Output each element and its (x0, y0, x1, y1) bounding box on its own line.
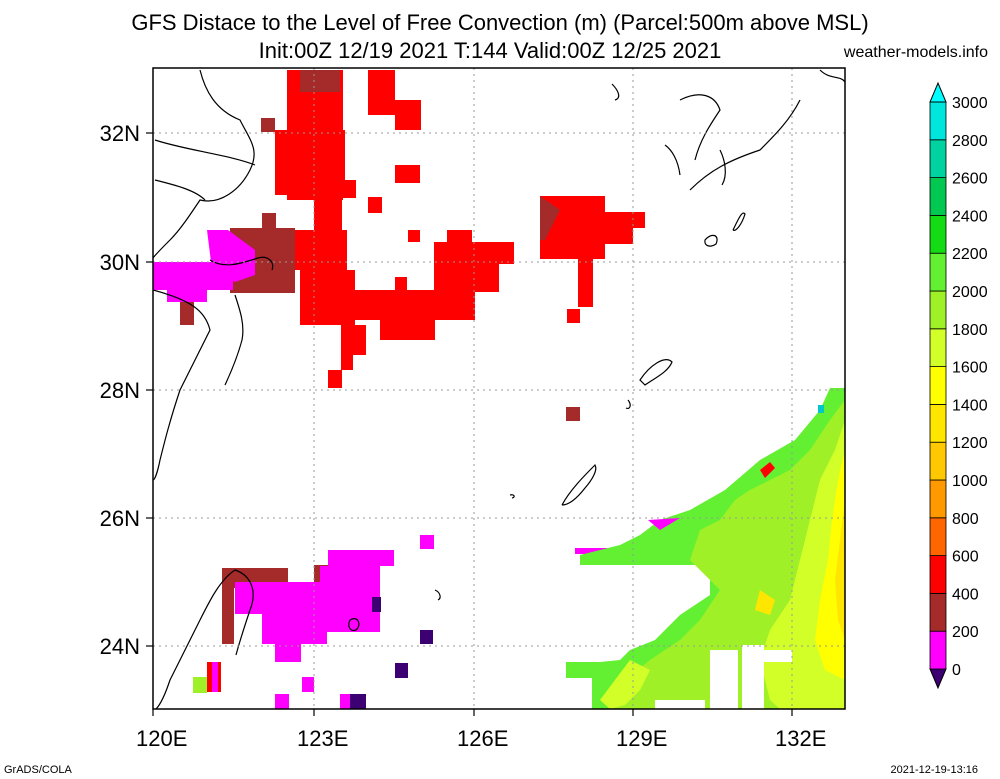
colorbar-swatch (929, 252, 947, 292)
lon-label: 132E (775, 726, 826, 751)
axis-ticks (146, 132, 793, 716)
colorbar-label: 1800 (952, 322, 988, 339)
lat-label: 26N (100, 506, 140, 531)
lfc-region-400-600 (275, 70, 645, 388)
graticule (153, 68, 845, 709)
colorbar-swatch (929, 517, 947, 556)
colorbar-label: 1400 (952, 397, 988, 414)
colorbar-label: 600 (952, 549, 979, 566)
colorbar-arrow-high (929, 81, 947, 103)
lfc-shading (153, 70, 845, 709)
colorbar-label: 3000 (952, 95, 988, 112)
colorbar-swatch (929, 630, 947, 670)
colorbar-swatch (929, 101, 947, 141)
footer-timestamp: 2021-12-19-13:16 (890, 764, 978, 776)
lon-label: 123E (297, 726, 348, 751)
coastlines (153, 69, 845, 709)
colorbar-swatch (929, 366, 947, 405)
lat-label: 24N (100, 634, 140, 659)
colorbar-swatch (929, 441, 947, 481)
colorbar-swatch (929, 403, 947, 443)
colorbar-label: 2600 (952, 171, 988, 188)
lon-label: 129E (616, 726, 667, 751)
colorbar-label: 2200 (952, 246, 988, 263)
colorbar-label: 2000 (952, 284, 988, 301)
colorbar-label: 400 (952, 586, 979, 603)
colorbar-swatch (929, 555, 947, 594)
lat-label: 32N (100, 121, 140, 146)
colorbar-label: 2400 (952, 208, 988, 225)
colorbar-label: 200 (952, 624, 979, 641)
map-subtitle: Init:00Z 12/19 2021 T:144 Valid:00Z 12/2… (258, 38, 722, 63)
colorbar-swatch (929, 593, 947, 632)
map-frame (152, 67, 846, 710)
colorbar-swatch (929, 214, 947, 254)
colorbar-label: 800 (952, 511, 979, 528)
colorbar-label: 1200 (952, 435, 988, 452)
colorbar-arrow-low (929, 668, 947, 690)
lat-labels: 32N 30N 28N 26N 24N (100, 121, 140, 659)
colorbar-swatch (929, 290, 947, 330)
colorbar-swatch (929, 177, 947, 216)
lat-label: 30N (100, 250, 140, 275)
colorbar-label: 0 (952, 662, 961, 679)
colorbar-swatch (929, 479, 947, 519)
lfc-region-1200-2600 (193, 388, 845, 709)
footer-credit: GrADS/COLA (4, 764, 72, 776)
colorbar-label: 2800 (952, 133, 988, 150)
lon-label: 120E (136, 726, 187, 751)
lon-labels: 120E 123E 126E 129E 132E (136, 726, 826, 751)
colorbar: 0 200 400 600 800 1000 1200 1400 1600 1800 2000 220… (929, 81, 988, 690)
colorbar-label: 1000 (952, 473, 988, 490)
lat-label: 28N (100, 378, 140, 403)
lfc-region-0-200 (153, 230, 615, 709)
lfc-region-below-200 (350, 597, 433, 709)
map-title: GFS Distace to the Level of Free Convect… (131, 10, 869, 35)
lon-label: 126E (457, 726, 508, 751)
colorbar-swatch (929, 328, 947, 367)
colorbar-swatch (929, 139, 947, 179)
colorbar-label: 1600 (952, 360, 988, 377)
site-credit: weather-models.info (843, 44, 988, 61)
